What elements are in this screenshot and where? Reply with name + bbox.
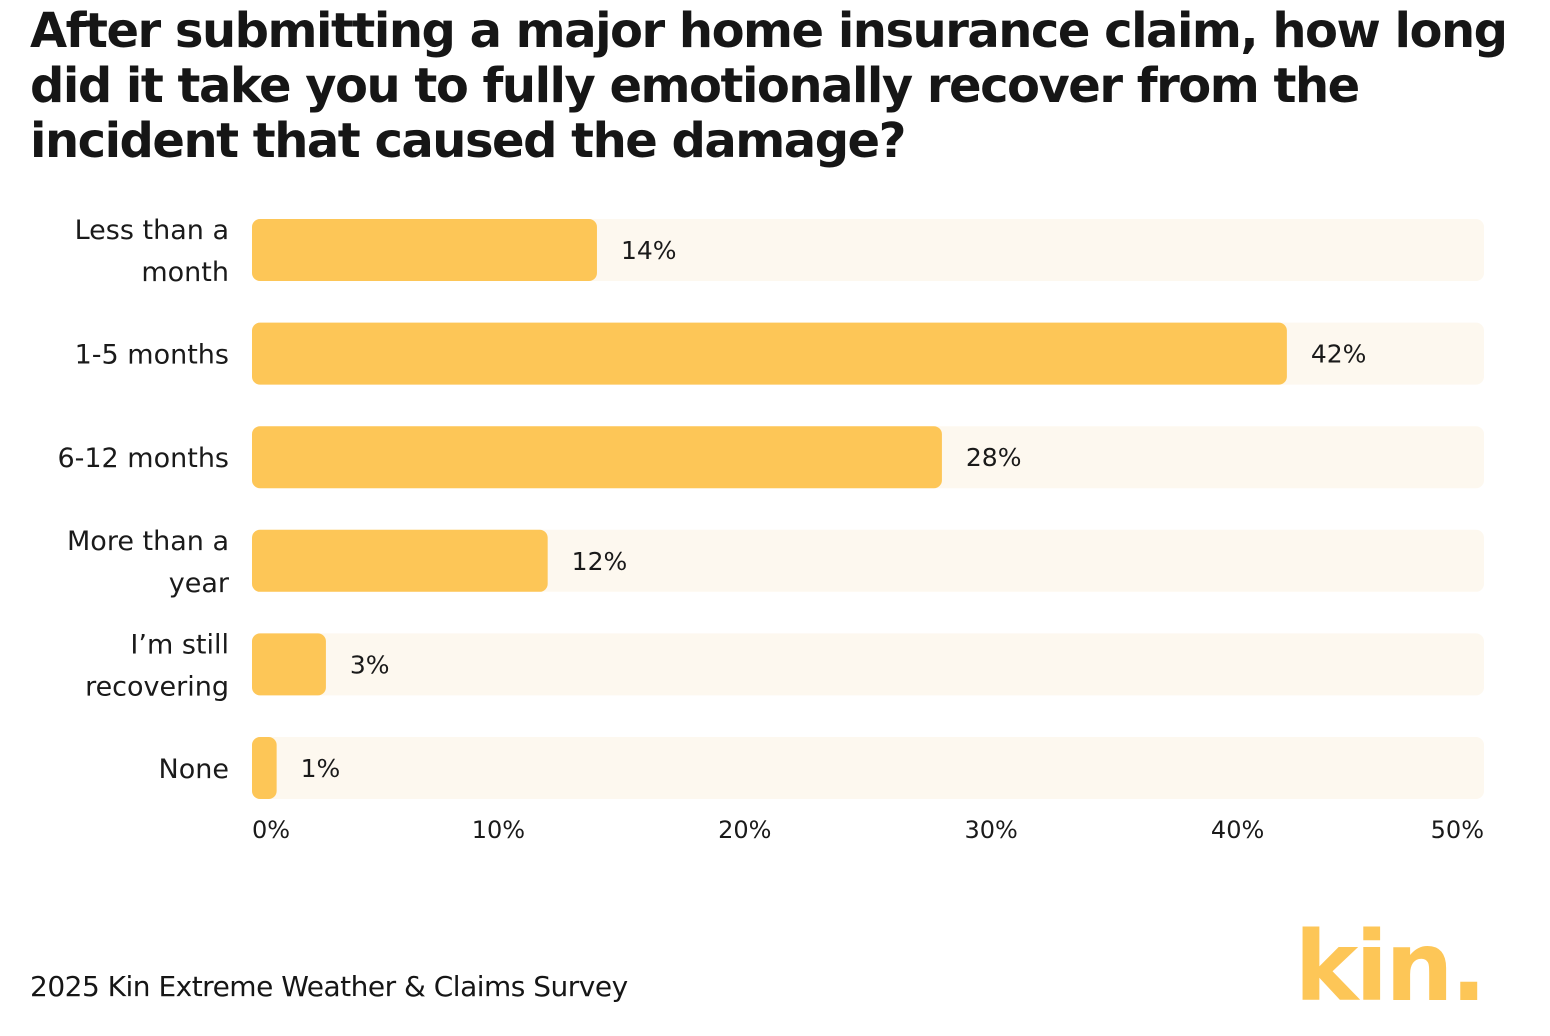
kin-logo: kin. — [1294, 911, 1487, 1023]
x-tick-label: 20% — [718, 816, 771, 844]
x-tick-label: 50% — [1431, 816, 1484, 844]
value-label: 14% — [621, 236, 677, 265]
category-label: Less than a month — [75, 215, 229, 288]
bar — [252, 426, 942, 489]
chart-title: After submitting a major home insurance … — [30, 3, 1508, 169]
survey-source: 2025 Kin Extreme Weather & Claims Survey — [30, 970, 628, 1003]
value-label: 42% — [1311, 340, 1367, 369]
category-label: None — [159, 754, 229, 785]
bar-track — [252, 737, 1484, 799]
bar — [252, 219, 597, 281]
x-tick-label: 10% — [472, 816, 525, 844]
bar — [252, 633, 326, 696]
category-label: 6-12 months — [57, 443, 229, 474]
bar — [252, 322, 1287, 385]
x-tick-label: 30% — [965, 816, 1018, 844]
value-label: 3% — [350, 650, 390, 679]
value-label: 28% — [966, 443, 1022, 472]
x-tick-label: 0% — [252, 816, 290, 844]
bar-track — [252, 529, 1484, 592]
bar-track — [252, 633, 1484, 696]
category-label: 1-5 months — [75, 340, 229, 371]
bar — [252, 737, 277, 799]
value-label: 1% — [301, 754, 341, 783]
category-label: I’m still recovering — [85, 629, 229, 702]
value-label: 12% — [572, 547, 628, 576]
category-label: More than a year — [67, 526, 230, 599]
bar-chart: 14% Less than a month 42% 1-5 months 28% 6-12 … — [57, 215, 1484, 844]
x-tick-label: 40% — [1211, 816, 1264, 844]
bar — [252, 529, 548, 592]
